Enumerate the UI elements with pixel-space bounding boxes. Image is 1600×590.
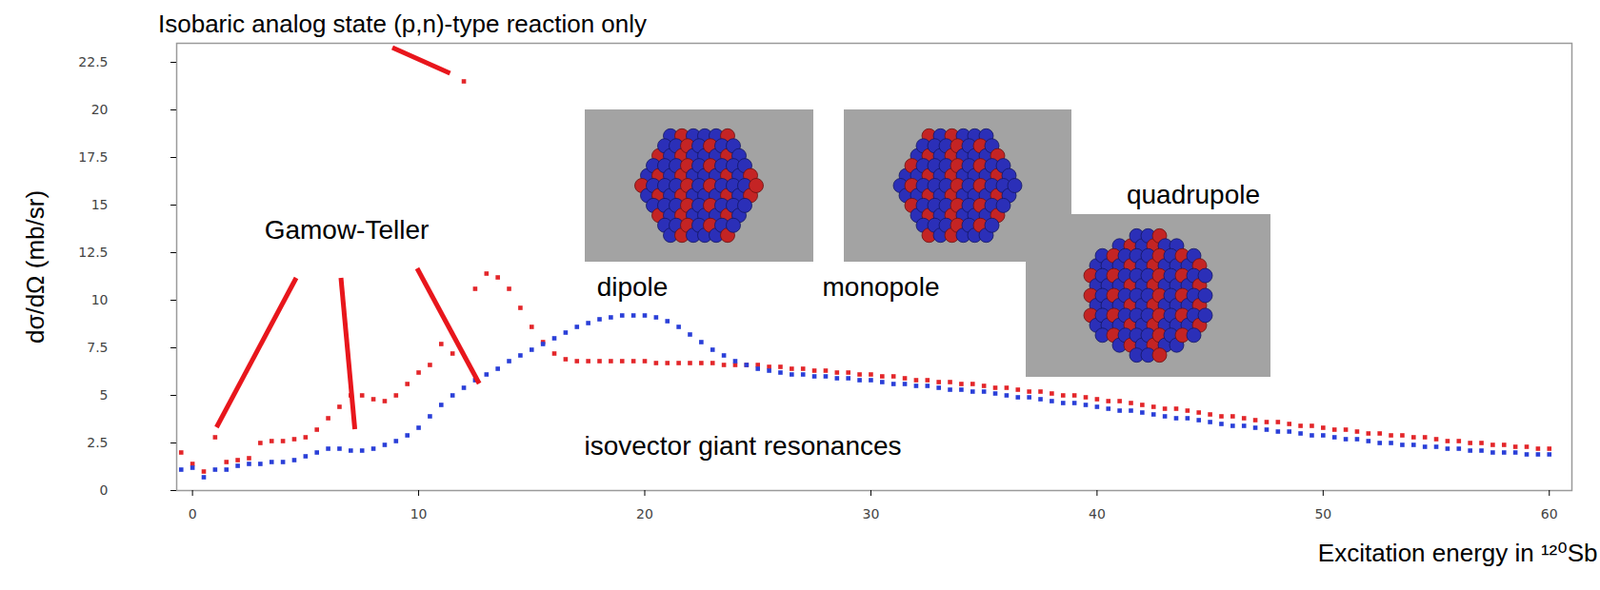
svg-text:40: 40 (1088, 506, 1106, 522)
svg-text:50: 50 (1314, 506, 1332, 522)
svg-text:Gamow-Teller: Gamow-Teller (264, 215, 430, 245)
svg-text:10: 10 (410, 506, 428, 522)
svg-text:quadrupole: quadrupole (1126, 180, 1260, 210)
svg-text:10: 10 (91, 292, 109, 308)
svg-text:2.5: 2.5 (86, 435, 108, 451)
svg-text:20: 20 (636, 506, 654, 522)
svg-text:7.5: 7.5 (86, 340, 108, 356)
svg-text:22.5: 22.5 (78, 54, 108, 70)
svg-text:Excitation energy in ¹²⁰Sb: Excitation energy in ¹²⁰Sb (1318, 539, 1599, 568)
svg-text:15: 15 (91, 197, 109, 213)
svg-text:0: 0 (188, 506, 198, 522)
svg-text:monopole: monopole (822, 272, 940, 302)
svg-text:Isobaric analog state (p,n)-ty: Isobaric analog state (p,n)-type reactio… (158, 9, 647, 39)
svg-text:dipole: dipole (597, 272, 669, 302)
svg-text:isovector giant resonances: isovector giant resonances (583, 431, 901, 461)
svg-text:17.5: 17.5 (78, 149, 108, 165)
svg-text:20: 20 (91, 101, 109, 118)
svg-text:0: 0 (100, 482, 109, 499)
svg-text:12.5: 12.5 (78, 244, 108, 260)
svg-text:5: 5 (100, 387, 109, 403)
svg-text:30: 30 (862, 506, 880, 522)
svg-text:60: 60 (1540, 506, 1559, 522)
svg-text:dσ/dΩ (mb/sr): dσ/dΩ (mb/sr) (20, 190, 50, 344)
